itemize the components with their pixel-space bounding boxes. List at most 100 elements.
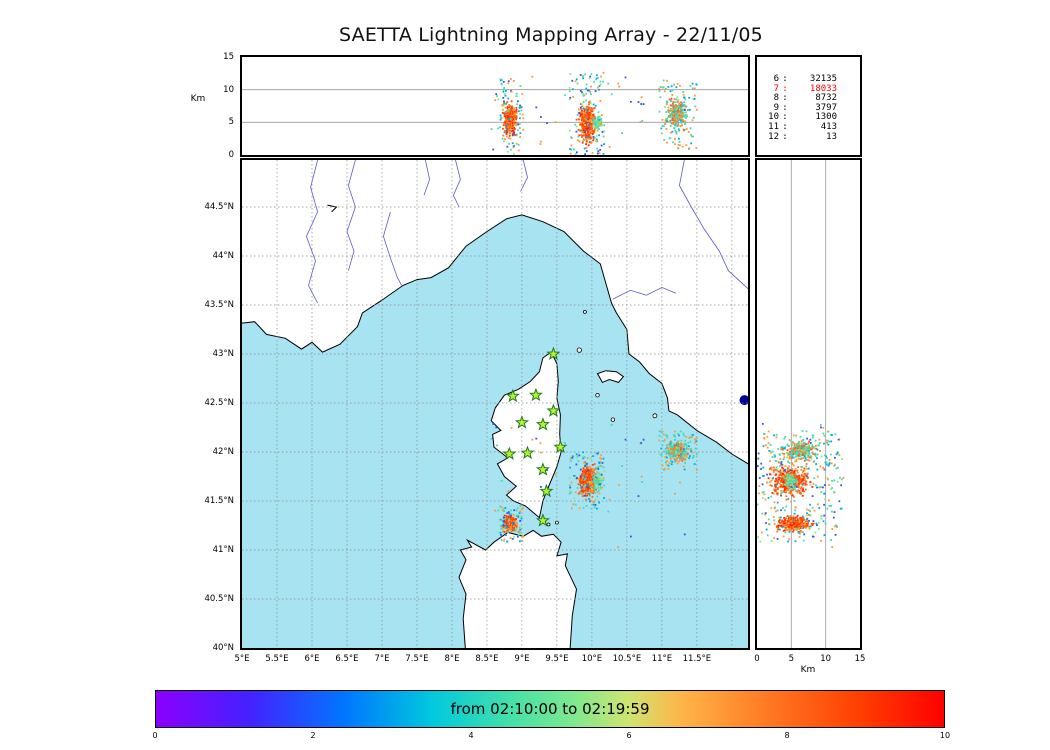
legend-colon: : bbox=[782, 121, 788, 132]
longitude-tick-label: 10°E bbox=[581, 654, 603, 664]
sardinia-landmass bbox=[458, 529, 578, 648]
legend-source-count: 32135 bbox=[809, 74, 837, 84]
islet bbox=[652, 413, 658, 419]
station-star-icon bbox=[553, 439, 568, 454]
map-panel bbox=[240, 158, 750, 650]
latitude-tick-label: 44°N bbox=[212, 251, 234, 262]
station-star-icon bbox=[535, 513, 550, 527]
legend-colon: : bbox=[782, 74, 788, 84]
legend-station-count: 11 bbox=[768, 121, 779, 132]
latitude-tick-label: 43°N bbox=[212, 349, 234, 360]
legend-colon: : bbox=[782, 83, 788, 94]
longitude-tick-label: 11.5°E bbox=[682, 654, 712, 664]
latitude-tick-label: 44.5°N bbox=[204, 202, 234, 213]
altitude-longitude-plot bbox=[242, 57, 748, 155]
legend-row: 9: 3797 bbox=[757, 102, 860, 114]
longitude-tick-label: 11°E bbox=[651, 654, 673, 664]
latitude-tick-label: 42.5°N bbox=[204, 398, 234, 409]
longitude-tick-label: 7.5°E bbox=[405, 654, 429, 664]
legend-station-count: 8 bbox=[773, 93, 779, 104]
longitude-tick-label: 5°E bbox=[234, 654, 250, 664]
lightning-scatter-alt-lat bbox=[757, 423, 845, 548]
legend-source-count: 413 bbox=[820, 121, 837, 132]
islet bbox=[595, 392, 600, 398]
legend-colon: : bbox=[782, 93, 788, 104]
legend-colon: : bbox=[782, 102, 788, 113]
islet bbox=[554, 520, 559, 525]
altitude-tick-label: 5 bbox=[228, 117, 234, 128]
longitude-tick-label: 8.5°E bbox=[475, 654, 499, 664]
legend-station-count: 7 bbox=[773, 83, 779, 94]
station-star-icon bbox=[535, 417, 550, 431]
legend-colon: : bbox=[782, 131, 788, 142]
latitude-tick-label: 42°N bbox=[212, 447, 234, 458]
lma-station-markers bbox=[502, 346, 568, 527]
altitude-latitude-plot bbox=[757, 160, 860, 648]
map-grid bbox=[242, 160, 748, 648]
legend-row: 11: 413 bbox=[757, 121, 860, 133]
station-star-icon bbox=[539, 483, 554, 498]
longitude-tick-label: 6°E bbox=[304, 654, 320, 664]
legend-row: 6: 32135 bbox=[757, 74, 860, 85]
lightning-scatter-map bbox=[490, 423, 698, 548]
map-plot bbox=[242, 160, 748, 648]
latitude-tick-label: 43.5°N bbox=[204, 300, 234, 311]
colorbar-tick-label: 0 bbox=[152, 731, 158, 740]
km-tick-label: 5 bbox=[788, 654, 795, 664]
longitude-tick-label: 5.5°E bbox=[265, 654, 289, 664]
altitude-tick-label: 10 bbox=[223, 84, 234, 95]
station-count-legend-panel: 6:32135 7:18033 8:8732 9:3797 10:1300 11:413 1… bbox=[755, 55, 862, 157]
lightning-scatter-lon-alt bbox=[490, 71, 698, 155]
latitude-tick-label: 40°N bbox=[212, 643, 234, 653]
altitude-tick-label: 0 bbox=[228, 150, 234, 160]
altitude-latitude-panel bbox=[755, 158, 862, 650]
station-star-icon bbox=[505, 388, 520, 403]
islet bbox=[610, 417, 616, 422]
legend-source-count: 3797 bbox=[815, 102, 837, 113]
islet bbox=[576, 347, 582, 353]
legend-station-count: 12 bbox=[768, 131, 779, 142]
station-star-icon bbox=[546, 403, 561, 417]
time-colorbar: from 02:10:00 to 02:19:59 bbox=[155, 690, 945, 728]
km-tick-label: 0 bbox=[754, 654, 760, 664]
km-tick-label: 15 bbox=[854, 654, 866, 664]
legend-source-count: 1300 bbox=[815, 112, 837, 123]
colorbar-tick-label: 2 bbox=[310, 731, 316, 740]
land-masses bbox=[242, 160, 748, 648]
legend-row: 12: 13 bbox=[757, 131, 860, 143]
elba-landmass bbox=[596, 370, 625, 384]
legend-source-count: 8732 bbox=[815, 93, 837, 104]
longitude-tick-label: 9°E bbox=[514, 654, 530, 664]
station-star-icon bbox=[546, 346, 561, 361]
legend-colon: : bbox=[782, 112, 788, 123]
colorbar-tick-label: 8 bbox=[784, 731, 790, 740]
longitude-tick-label: 9.5°E bbox=[545, 654, 569, 664]
mainland-landmass bbox=[242, 160, 748, 465]
mountain-lake bbox=[327, 204, 338, 213]
legend-row: 8: 8732 bbox=[757, 94, 860, 104]
legend-source-count: 13 bbox=[826, 131, 837, 142]
legend-source-count: 18033 bbox=[809, 83, 837, 94]
lake bbox=[739, 395, 748, 406]
islet bbox=[546, 522, 551, 527]
figure-title: SAETTA Lightning Mapping Array - 22/11/0… bbox=[339, 24, 763, 46]
longitude-tick-label: 10.5°E bbox=[612, 654, 642, 664]
colorbar-tick-label: 10 bbox=[939, 731, 951, 740]
station-star-icon bbox=[502, 446, 517, 460]
km-axis-label-right: Km bbox=[800, 665, 816, 675]
legend-row: 10: 1300 bbox=[757, 113, 860, 123]
islet bbox=[582, 309, 587, 314]
altitude-longitude-panel bbox=[240, 55, 750, 157]
colorbar-tick-label: 6 bbox=[626, 731, 632, 740]
legend-station-count: 9 bbox=[773, 102, 779, 113]
legend-row: 7: 18033 bbox=[757, 83, 860, 95]
km-tick-label: 10 bbox=[820, 654, 832, 664]
colorbar-tick-label: 4 bbox=[468, 731, 474, 740]
corsica-landmass bbox=[490, 351, 562, 519]
latitude-tick-label: 41°N bbox=[212, 545, 234, 555]
longitude-tick-label: 7°E bbox=[374, 654, 390, 664]
km-axis-label-top: Km bbox=[190, 94, 206, 104]
altitude-tick-label: 15 bbox=[223, 52, 234, 62]
legend-station-count: 6 bbox=[773, 74, 779, 84]
longitude-tick-label: 8°E bbox=[444, 654, 460, 664]
